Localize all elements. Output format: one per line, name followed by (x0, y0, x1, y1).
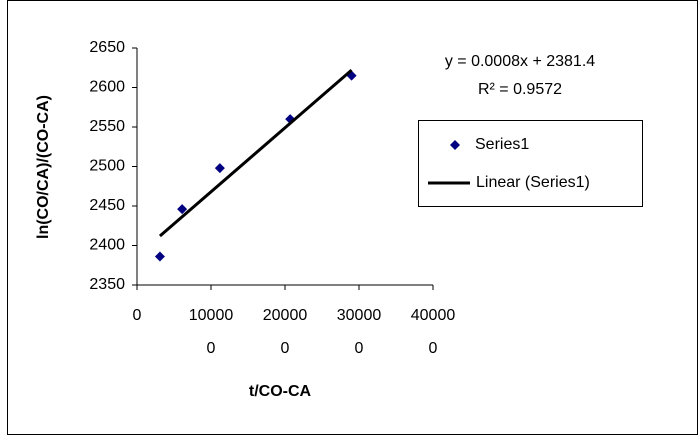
y-tick-label: 2600 (89, 79, 125, 96)
legend-label: Linear (Series1) (476, 174, 590, 191)
trend-equation: y = 0.0008x + 2381.4 (445, 53, 595, 70)
x-tick-label: 200000 (260, 299, 310, 365)
y-tick-label: 2400 (89, 237, 125, 254)
y-tick-label: 2550 (89, 118, 125, 135)
x-tick-label: 100000 (186, 299, 236, 365)
legend-label: Series1 (475, 136, 529, 153)
x-tick-label: 0 (112, 299, 162, 332)
y-tick-label: 2450 (89, 197, 125, 214)
page: ln(CO/CA)/(CO-CA) t/CO-CA y = 0.0008x + … (0, 0, 698, 435)
legend-box (419, 121, 643, 207)
r-squared: R² = 0.9572 (478, 81, 562, 98)
y-axis-title: ln(CO/CA)/(CO-CA) (35, 95, 52, 239)
y-tick-label: 2650 (89, 39, 125, 56)
x-tick-label: 300000 (334, 299, 384, 365)
y-tick-label: 2350 (89, 276, 125, 293)
y-tick-label: 2500 (89, 158, 125, 175)
x-axis-title: t/CO-CA (249, 383, 312, 400)
chart: ln(CO/CA)/(CO-CA) t/CO-CA y = 0.0008x + … (0, 0, 698, 435)
x-tick-label: 400000 (408, 299, 458, 365)
